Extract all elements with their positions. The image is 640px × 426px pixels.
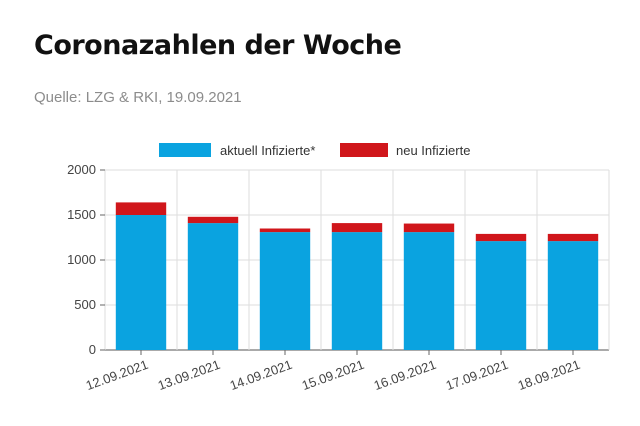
x-tick-label: 14.09.2021 (228, 357, 294, 393)
bars (115, 202, 599, 350)
bar-neu-infizierte (115, 202, 167, 215)
bar-neu-infizierte (259, 228, 311, 233)
x-tick-label: 13.09.2021 (156, 357, 222, 393)
y-tick-label: 1000 (67, 252, 96, 267)
bar-aktuell-infizierte (187, 223, 239, 350)
source-note: Quelle: LZG & RKI, 19.09.2021 (34, 89, 242, 106)
bar-aktuell-infizierte (547, 241, 599, 350)
y-tick-label: 2000 (67, 162, 96, 177)
bar-neu-infizierte (403, 223, 455, 233)
x-tick-label: 15.09.2021 (300, 357, 366, 393)
legend-swatch-aktuell (159, 143, 211, 157)
bar-neu-infizierte (187, 216, 239, 224)
bar-neu-infizierte (331, 223, 383, 233)
x-tick-label: 17.09.2021 (444, 357, 510, 393)
bar-aktuell-infizierte (259, 232, 311, 350)
bar-aktuell-infizierte (475, 241, 527, 350)
legend-label-neu: neu Infizierte (396, 143, 470, 158)
bar-neu-infizierte (475, 233, 527, 242)
y-tick-label: 1500 (67, 207, 96, 222)
x-tick-label: 18.09.2021 (516, 357, 582, 393)
legend-swatch-neu (340, 143, 388, 157)
y-axis: 0 500 1000 1500 2000 (67, 162, 105, 357)
page-title: Coronazahlen der Woche (34, 30, 402, 61)
legend-label-aktuell: aktuell Infizierte* (220, 143, 315, 158)
bar-neu-infizierte (547, 233, 599, 242)
bar-aktuell-infizierte (115, 215, 167, 350)
x-tick-label: 12.09.2021 (84, 357, 150, 393)
y-tick-label: 500 (74, 297, 96, 312)
bar-aktuell-infizierte (331, 232, 383, 350)
x-tick-label: 16.09.2021 (372, 357, 438, 393)
bar-aktuell-infizierte (403, 232, 455, 350)
legend: aktuell Infizierte* neu Infizierte (159, 143, 470, 158)
y-tick-label: 0 (89, 342, 96, 357)
x-axis: 12.09.2021 13.09.2021 14.09.2021 15.09.2021… (84, 350, 582, 393)
